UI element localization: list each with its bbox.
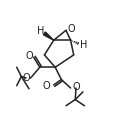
Text: O: O: [68, 24, 75, 34]
Text: O: O: [72, 82, 80, 92]
Text: O: O: [22, 73, 30, 83]
Polygon shape: [43, 32, 54, 40]
Text: O: O: [26, 51, 34, 61]
Text: O: O: [43, 81, 51, 92]
Text: H: H: [37, 26, 44, 36]
Text: H: H: [80, 40, 87, 50]
